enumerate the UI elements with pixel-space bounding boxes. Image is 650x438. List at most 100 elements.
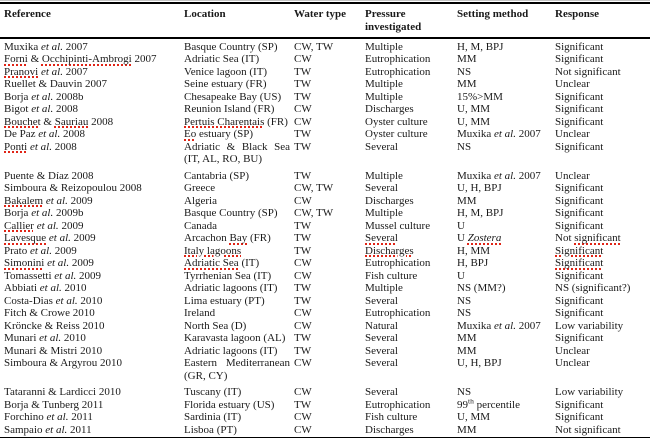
table-cell: Canada: [184, 220, 294, 233]
table-row: Muxika et al. 2007 Basque Country (SP) CW,…: [0, 38, 650, 54]
table-cell: CW: [294, 257, 365, 270]
text-segment: TW: [294, 219, 312, 232]
table-cell: Sardinia (IT): [184, 411, 294, 424]
table-cell: Significant: [555, 103, 650, 116]
text-segment: Ireland: [184, 307, 216, 320]
table-cell: Italy lagoons: [184, 245, 294, 258]
table-cell: Lima estuary (PT): [184, 295, 294, 308]
text-segment: 2007: [515, 169, 541, 182]
text-segment: Adriatic lagoons (IT): [184, 282, 278, 295]
table-row: Pranovi et al. 2007 Venice lagoon (IT) TW E…: [0, 66, 650, 79]
table-cell: NS: [457, 141, 555, 170]
text-segment: Muxika: [4, 40, 41, 53]
table-row: Puente & Díaz 2008 Cantabria (SP) TW Multip…: [0, 170, 650, 183]
table-cell: Basque Country (SP): [184, 207, 294, 220]
text-segment: U: [457, 269, 465, 282]
table-cell: Significant: [555, 195, 650, 208]
text-segment: 2008b: [53, 90, 84, 103]
spellcheck-underlined-text: Discharges: [365, 244, 414, 257]
table-cell: Significant: [555, 182, 650, 195]
table-cell: Not significant: [555, 424, 650, 437]
text-segment: Eastern Mediterranean (GR, CY): [184, 357, 290, 382]
superscript-text: th: [468, 398, 474, 405]
text-segment: Arcachon: [184, 232, 230, 245]
text-segment: &: [27, 53, 42, 66]
table-cell: 15%>MM: [457, 91, 555, 104]
text-segment: Kröncke & Reiss 2010: [4, 319, 105, 332]
text-segment: Forchino: [4, 411, 47, 424]
spellcheck-underlined-text: Lavesque: [4, 232, 47, 245]
table-cell: Several: [365, 295, 457, 308]
table-cell: TW: [294, 295, 365, 308]
text-segment: TW: [294, 398, 312, 411]
text-segment: Unclear: [555, 128, 590, 141]
spellcheck-underlined-text: Bakalem: [4, 194, 44, 207]
italic-text: et al.: [48, 232, 71, 245]
text-segment: Adriatic lagoons (IT): [184, 344, 278, 357]
table-cell: Unclear: [555, 345, 650, 358]
text-segment: Borja: [4, 207, 32, 220]
table-cell: NS: [457, 295, 555, 308]
text-segment: Unclear: [555, 78, 590, 91]
text-segment: Significant: [555, 103, 604, 116]
text-segment: 2008: [51, 140, 77, 153]
text-segment: Muxika: [457, 319, 494, 332]
text-segment: Florida estuary (US): [184, 398, 275, 411]
column-header-setting-method: Setting method: [457, 4, 555, 39]
table-row: Forni & Occhipinti-Ambrogi 2007 Adriatic …: [0, 53, 650, 66]
table-cell: De Paz et al. 2008: [0, 128, 184, 141]
text-segment: Eutrophication: [365, 257, 431, 270]
table-cell: Fitch & Crowe 2010: [0, 307, 184, 320]
text-segment: MM: [457, 423, 477, 436]
table-cell: Karavasta lagoon (AL): [184, 332, 294, 345]
spellcheck-underlined-text: Sauriau: [54, 115, 89, 128]
table-cell: Venice lagoon (IT): [184, 66, 294, 79]
text-segment: Unclear: [555, 344, 590, 357]
text-segment: Several: [365, 332, 398, 345]
table-cell: Not significant: [555, 232, 650, 245]
text-segment: U, H, BPJ: [457, 357, 502, 370]
text-segment: Abbiati: [4, 282, 40, 295]
text-segment: CW, TW: [294, 182, 334, 195]
table-cell: Significant: [555, 332, 650, 345]
text-segment: Eutrophication: [365, 53, 431, 66]
table-cell: NS: [457, 386, 555, 399]
italic-text: et al.: [493, 128, 516, 141]
table-cell: CW: [294, 195, 365, 208]
table-cell: Several: [365, 232, 457, 245]
table-cell: Bakalem et al. 2009: [0, 195, 184, 208]
text-segment: CW: [294, 257, 312, 270]
table-cell: CW, TW: [294, 207, 365, 220]
text-segment: Reunion Island (FR): [184, 103, 275, 116]
text-segment: Unclear: [555, 357, 590, 370]
table-cell: Multiple: [365, 207, 457, 220]
table-row: Bigot et al. 2008 Reunion Island (FR) CW Di…: [0, 103, 650, 116]
text-segment: Fish culture: [365, 411, 418, 424]
table-row: Kröncke & Reiss 2010 North Sea (D) CW Natur…: [0, 320, 650, 333]
italic-text: et al.: [54, 269, 77, 282]
text-segment: Adriatic Sea (IT): [184, 53, 260, 66]
table-cell: U: [457, 220, 555, 233]
italic-text: et al.: [40, 65, 63, 78]
text-segment: Significant: [555, 307, 604, 320]
text-segment: Munari: [4, 332, 40, 345]
table-cell: Significant: [555, 295, 650, 308]
table-row: Simboura & Reizopoulou 2008 Greece CW, TW S…: [0, 182, 650, 195]
text-segment: Basque Country (SP): [184, 40, 278, 53]
italic-text: et al.: [29, 140, 52, 153]
table-cell: CW: [294, 53, 365, 66]
table-cell: Significant: [555, 141, 650, 170]
italic-text: et al.: [39, 332, 62, 345]
table-cell: Bigot et al. 2008: [0, 103, 184, 116]
text-segment: Significant: [555, 207, 604, 220]
text-segment: TW: [294, 128, 312, 141]
table-row: Borja et al. 2009b Basque Country (SP) CW,…: [0, 207, 650, 220]
text-segment: Tuscany (IT): [184, 386, 242, 399]
table-cell: Fish culture: [365, 270, 457, 283]
table-cell: Sampaio et al. 2011: [0, 424, 184, 437]
text-segment: Several: [365, 344, 398, 357]
text-segment: Oyster culture: [365, 128, 428, 141]
text-segment: U, MM: [457, 103, 491, 116]
text-segment: Significant: [555, 40, 604, 53]
table-cell: TW: [294, 282, 365, 295]
